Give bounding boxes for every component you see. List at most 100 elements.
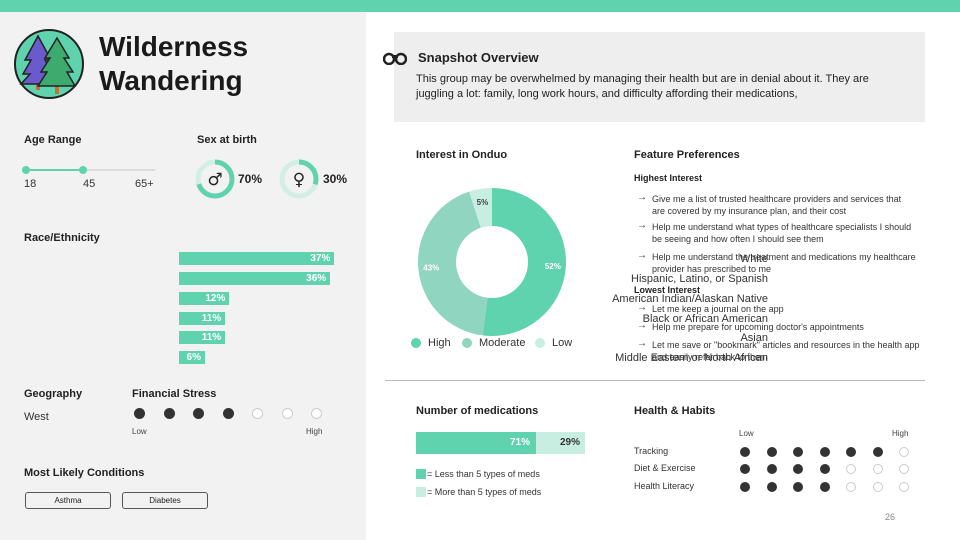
page-number: 26 bbox=[885, 512, 896, 522]
highest-item-0-line1: Give me a list of trusted healthcare pro… bbox=[652, 194, 902, 204]
race-label-5: Middle Eastern or North African bbox=[615, 352, 768, 364]
lowest-arrow-0: → bbox=[637, 302, 647, 313]
title-line-2: Wandering bbox=[99, 65, 243, 96]
financial-low-label: Low bbox=[132, 427, 147, 436]
age-range-heading: Age Range bbox=[24, 134, 82, 146]
highest-item-1-line2: be seeing and how often I should see the… bbox=[652, 234, 824, 244]
financial-high-label: High bbox=[306, 427, 323, 436]
race-bar-2: 12% bbox=[179, 292, 230, 305]
race-label-0: White bbox=[739, 253, 768, 265]
habit-dot bbox=[793, 464, 803, 474]
financial-dot bbox=[193, 408, 204, 419]
donut-label-moderate: 43% bbox=[423, 264, 439, 273]
pine-trees-icon bbox=[14, 29, 84, 99]
donut-label-high: 52% bbox=[545, 262, 561, 271]
donut-slice-low bbox=[469, 188, 492, 228]
habit-dot bbox=[793, 482, 803, 492]
legend-low-label: Low bbox=[552, 337, 573, 349]
medications-more-legend: = More than 5 types of meds bbox=[427, 487, 542, 497]
sex-heading: Sex at birth bbox=[197, 134, 257, 146]
highest-item-1-line1: Help me understand what types of healthc… bbox=[652, 222, 912, 232]
habit-dot bbox=[793, 447, 803, 457]
highest-arrow-1: → bbox=[637, 220, 647, 231]
age-range-handle-max bbox=[79, 166, 87, 174]
geography-value: West bbox=[24, 411, 49, 423]
habit-dot bbox=[819, 447, 830, 457]
legend-high-swatch bbox=[411, 338, 421, 348]
financial-dot bbox=[252, 408, 263, 419]
lowest-item-1-line1: Help me prepare for upcoming doctor's ap… bbox=[652, 322, 864, 332]
female-pct: 30% bbox=[323, 172, 348, 186]
medications-less-swatch bbox=[416, 469, 426, 479]
habit-dot bbox=[872, 464, 883, 474]
lowest-item-0-line1: Let me keep a journal on the app bbox=[652, 304, 784, 314]
binoculars-icon bbox=[383, 52, 407, 65]
age-tick-45: 45 bbox=[83, 178, 96, 190]
habit-dot bbox=[846, 464, 856, 474]
overview-text: This group may be overwhelmed by managin… bbox=[416, 73, 869, 100]
age-range-fill bbox=[25, 169, 83, 171]
race-label-3: Black or African American bbox=[642, 313, 768, 325]
highest-arrow-0: → bbox=[637, 192, 647, 203]
habit-dot bbox=[899, 482, 909, 492]
habit-dot bbox=[819, 482, 830, 492]
condition-pill-diabetes: Diabetes bbox=[122, 492, 208, 509]
highest-interest-heading: Highest Interest bbox=[634, 173, 703, 183]
financial-dot bbox=[311, 408, 322, 419]
highest-item-0: Give me a list of trusted healthcare pro… bbox=[652, 193, 937, 217]
medications-heading: Number of medications bbox=[416, 405, 539, 417]
habits-low-label: Low bbox=[739, 429, 754, 438]
financial-dot bbox=[281, 408, 293, 419]
male-ring: ♂ bbox=[195, 159, 235, 199]
feature-preferences-heading: Feature Preferences bbox=[634, 149, 740, 161]
top-accent-bar bbox=[0, 0, 960, 12]
lowest-interest-heading: Lowest Interest bbox=[634, 285, 701, 295]
age-tick-18: 18 bbox=[24, 178, 37, 190]
financial-stress-heading: Financial Stress bbox=[132, 388, 217, 400]
financial-dot bbox=[163, 408, 175, 419]
habit-label-1: Diet & Exercise bbox=[634, 463, 696, 473]
health-habits-heading: Health & Habits bbox=[634, 405, 716, 417]
highest-item-2-line1: Help me understand the treatment and med… bbox=[652, 252, 916, 262]
snapshot-overview-box bbox=[394, 32, 925, 122]
section-divider bbox=[385, 380, 925, 381]
race-label-2: American Indian/Alaskan Native bbox=[612, 293, 768, 305]
medications-more-swatch bbox=[416, 487, 426, 497]
title-line-1: Wilderness bbox=[99, 31, 249, 62]
interest-donut-chart: 52% 43% 5% bbox=[418, 188, 566, 336]
habit-label-0: Tracking bbox=[634, 446, 669, 456]
habits-high-label: High bbox=[892, 429, 909, 438]
race-heading: Race/Ethnicity bbox=[24, 232, 100, 244]
lowest-item-2: Let me save or "bookmark" articles and r… bbox=[652, 339, 937, 363]
financial-dot bbox=[134, 408, 145, 419]
conditions-heading: Most Likely Conditions bbox=[24, 467, 145, 479]
medications-more-pct: 29% bbox=[560, 437, 581, 448]
page-title: Wilderness Wandering bbox=[99, 30, 248, 98]
highest-arrow-2: → bbox=[637, 250, 647, 261]
habit-dot bbox=[766, 482, 777, 492]
habit-dot bbox=[899, 464, 909, 474]
male-icon: ♂ bbox=[207, 170, 222, 190]
race-bar-1: 36% bbox=[179, 272, 331, 285]
donut-label-low: 5% bbox=[477, 198, 489, 207]
age-range-track bbox=[25, 169, 155, 171]
lowest-item-2-line1: Let me save or "bookmark" articles and r… bbox=[652, 340, 920, 350]
interest-heading: Interest in Onduo bbox=[416, 149, 508, 161]
geography-heading: Geography bbox=[24, 388, 83, 400]
habit-dot bbox=[740, 482, 750, 492]
lowest-arrow-2: → bbox=[637, 338, 647, 349]
habit-dot bbox=[740, 447, 750, 457]
race-bar-3: 11% bbox=[179, 312, 226, 325]
legend-moderate-label: Moderate bbox=[479, 337, 526, 349]
medications-less-legend: = Less than 5 types of meds bbox=[427, 469, 540, 479]
habit-dot bbox=[846, 447, 856, 457]
highest-item-2: Help me understand the treatment and med… bbox=[652, 251, 937, 275]
habit-dot bbox=[766, 447, 777, 457]
habit-dot bbox=[819, 464, 830, 474]
highest-item-0-line2: are covered by my insurance plan, and th… bbox=[652, 206, 847, 216]
habit-dot bbox=[872, 482, 883, 492]
race-bar-4: 11% bbox=[179, 331, 226, 344]
female-icon: ♀ bbox=[293, 170, 305, 190]
habit-dot bbox=[846, 482, 856, 492]
donut-slice-moderate bbox=[418, 191, 488, 336]
